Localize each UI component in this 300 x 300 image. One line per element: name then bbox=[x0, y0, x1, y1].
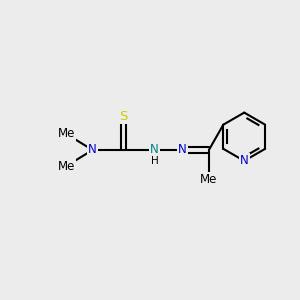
Text: N: N bbox=[150, 143, 159, 157]
Text: N: N bbox=[178, 143, 187, 157]
Text: S: S bbox=[119, 110, 128, 123]
Text: Me: Me bbox=[57, 127, 75, 140]
Text: Me: Me bbox=[57, 160, 75, 173]
Text: N: N bbox=[88, 143, 97, 157]
Text: N: N bbox=[240, 154, 249, 167]
Text: H: H bbox=[151, 156, 158, 166]
Text: Me: Me bbox=[200, 173, 218, 186]
